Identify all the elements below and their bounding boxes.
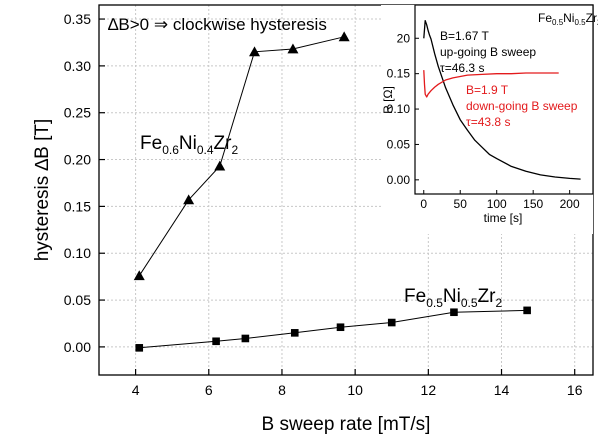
inset-y-tick-label: 0.15	[387, 67, 411, 81]
series-0	[133, 31, 350, 281]
inset-up-sweep-label-2: up-going B sweep	[440, 45, 536, 59]
inset-y-tick-label: 0.05	[387, 137, 411, 151]
label-c-sub: 2	[597, 18, 598, 27]
data-point	[214, 160, 226, 171]
inset-up-sweep-label-3: τ=46.3 s	[440, 61, 484, 75]
series-1	[135, 306, 531, 352]
label-b-sub: 0.5	[574, 18, 586, 27]
inset-y-axis-title: R [Ω]	[381, 86, 395, 114]
y-tick-label: 0.10	[64, 245, 91, 261]
label-a-sub: 0.6	[162, 143, 179, 157]
label-c-sub: 2	[231, 143, 238, 157]
series-line	[138, 36, 345, 276]
x-tick-label: 14	[494, 382, 510, 398]
series-label-fe05ni05zr2: Fe0.5Ni0.5Zr2	[404, 286, 502, 310]
label-a: Fe	[404, 286, 426, 307]
series-label-fe06ni04zr2: Fe0.6Ni0.4Zr2	[140, 133, 238, 157]
inset-x-tick-label: 0	[420, 197, 427, 211]
chart-title-arrow: ⇒	[154, 15, 168, 34]
inset-x-tick-label: 150	[523, 197, 543, 211]
chart-title: ∆B>0 ⇒ clockwise hysteresis	[108, 15, 327, 34]
inset-background	[381, 5, 593, 234]
label-c: Zr	[586, 11, 597, 25]
y-tick-label: 0.05	[64, 292, 91, 308]
x-tick-label: 16	[567, 382, 583, 398]
y-axis-title: hysteresis ∆B [T]	[32, 119, 53, 262]
data-point	[133, 270, 145, 281]
label-b: Ni	[179, 133, 197, 154]
inset-y-tick-label: 0.10	[387, 102, 411, 116]
label-a-sub: 0.5	[426, 296, 443, 310]
inset-series	[423, 19, 581, 180]
y-axis-title-prefix: hysteresis	[32, 170, 53, 261]
y-axis-title-suffix: B [T]	[32, 119, 53, 159]
x-tick-label: 8	[278, 382, 286, 398]
y-tick-label: 0.00	[64, 339, 91, 355]
inset-x-tick-label: 100	[487, 197, 507, 211]
inset-down-sweep-label-2: down-going B sweep	[466, 99, 578, 113]
chart-title-part-2: clockwise hysteresis	[168, 15, 327, 34]
data-point	[212, 337, 220, 346]
inset-plot-frame	[414, 4, 594, 195]
chart-title-part-1: ∆B>0	[108, 15, 154, 34]
data-point	[183, 194, 195, 205]
inset-x-tick-label: 200	[560, 197, 580, 211]
data-point	[287, 43, 299, 54]
y-axis-title-delta: ∆	[32, 158, 53, 170]
data-point	[241, 334, 250, 343]
label-b-sub: 0.5	[461, 296, 478, 310]
data-point	[336, 323, 345, 332]
label-a-sub: 0.5	[552, 18, 564, 27]
label-a: Fe	[140, 133, 162, 154]
inset-ticks: 0 50 100 150 200 0.00 0.05 0.10 0.15 20	[387, 31, 580, 211]
inset-x-tick-label: 50	[454, 197, 468, 211]
label-b: Ni	[563, 11, 574, 25]
y-tick-label: 0.15	[64, 198, 91, 214]
data-point	[135, 344, 144, 352]
main-ticks: 4 6 8 10 12 14 16 0.00 0.05 0.10 0.15 0.20 0.25 0.30 0…	[64, 11, 583, 398]
x-tick-label: 10	[347, 382, 363, 398]
inset-sample-label: Fe0.5Ni0.5Zr2	[538, 11, 598, 27]
inset-series-line-0	[423, 19, 581, 180]
inset-up-sweep-label-1: B=1.67 T	[440, 29, 489, 43]
x-axis-title: B sweep rate [mT/s]	[262, 414, 431, 435]
label-c: Zr	[478, 286, 497, 307]
x-tick-label: 6	[205, 382, 213, 398]
data-point	[523, 306, 531, 315]
y-tick-label: 0.35	[64, 11, 91, 27]
data-point	[450, 308, 458, 317]
label-b: Ni	[443, 286, 461, 307]
label-b-sub: 0.4	[197, 143, 214, 157]
series-line	[139, 309, 528, 349]
inset-y-tick-label: 0.00	[387, 173, 411, 187]
y-tick-label: 0.30	[64, 58, 91, 74]
y-tick-label: 0.20	[64, 152, 91, 168]
main-plot: 4 6 8 10 12 14 16 0.00 0.05 0.10 0.15 0.20 0.25 0.30 0…	[32, 4, 594, 435]
data-point	[387, 318, 396, 327]
data-point	[338, 31, 350, 42]
label-a: Fe	[538, 11, 552, 25]
data-point	[290, 329, 299, 337]
inset-down-sweep-label-3: τ=43.8 s	[466, 115, 510, 129]
main-series	[133, 31, 531, 352]
label-c-sub: 2	[495, 296, 502, 310]
inset-x-axis-title: time [s]	[484, 211, 523, 225]
inset-series-line-1	[423, 70, 559, 98]
x-tick-label: 4	[132, 382, 140, 398]
label-c: Zr	[214, 133, 233, 154]
data-point	[249, 46, 261, 57]
inset-y-tick-label: 20	[397, 31, 411, 45]
y-tick-label: 0.25	[64, 105, 91, 121]
x-tick-label: 12	[421, 382, 437, 398]
inset-down-sweep-label-1: B=1.9 T	[466, 83, 509, 97]
